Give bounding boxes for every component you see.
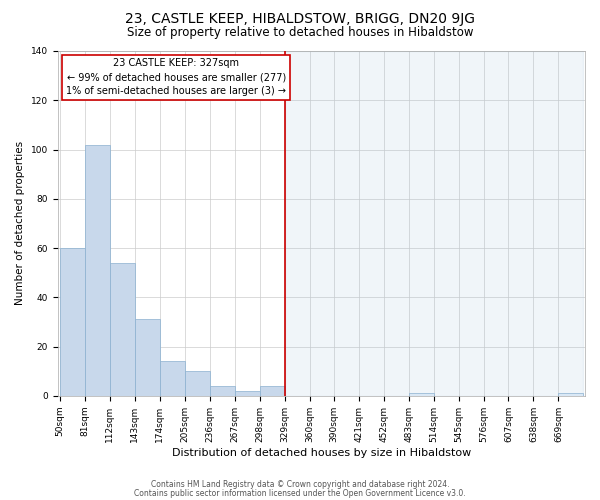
Bar bbox=[85, 144, 110, 396]
Text: 23 CASTLE KEEP: 327sqm
← 99% of detached houses are smaller (277)
1% of semi-det: 23 CASTLE KEEP: 327sqm ← 99% of detached… bbox=[67, 58, 286, 96]
Bar bbox=[559, 394, 583, 396]
Text: Size of property relative to detached houses in Hibaldstow: Size of property relative to detached ho… bbox=[127, 26, 473, 39]
Text: Contains public sector information licensed under the Open Government Licence v3: Contains public sector information licen… bbox=[134, 488, 466, 498]
Bar bbox=[185, 371, 210, 396]
Bar bbox=[135, 320, 160, 396]
Bar bbox=[235, 391, 260, 396]
Text: Contains HM Land Registry data © Crown copyright and database right 2024.: Contains HM Land Registry data © Crown c… bbox=[151, 480, 449, 489]
Bar bbox=[60, 248, 85, 396]
Bar bbox=[260, 386, 284, 396]
Y-axis label: Number of detached properties: Number of detached properties bbox=[15, 142, 25, 306]
X-axis label: Distribution of detached houses by size in Hibaldstow: Distribution of detached houses by size … bbox=[172, 448, 471, 458]
Text: 23, CASTLE KEEP, HIBALDSTOW, BRIGG, DN20 9JG: 23, CASTLE KEEP, HIBALDSTOW, BRIGG, DN20… bbox=[125, 12, 475, 26]
Bar bbox=[160, 362, 185, 396]
Bar bbox=[284, 51, 583, 396]
Bar bbox=[210, 386, 235, 396]
Bar bbox=[110, 263, 135, 396]
Bar bbox=[409, 394, 434, 396]
